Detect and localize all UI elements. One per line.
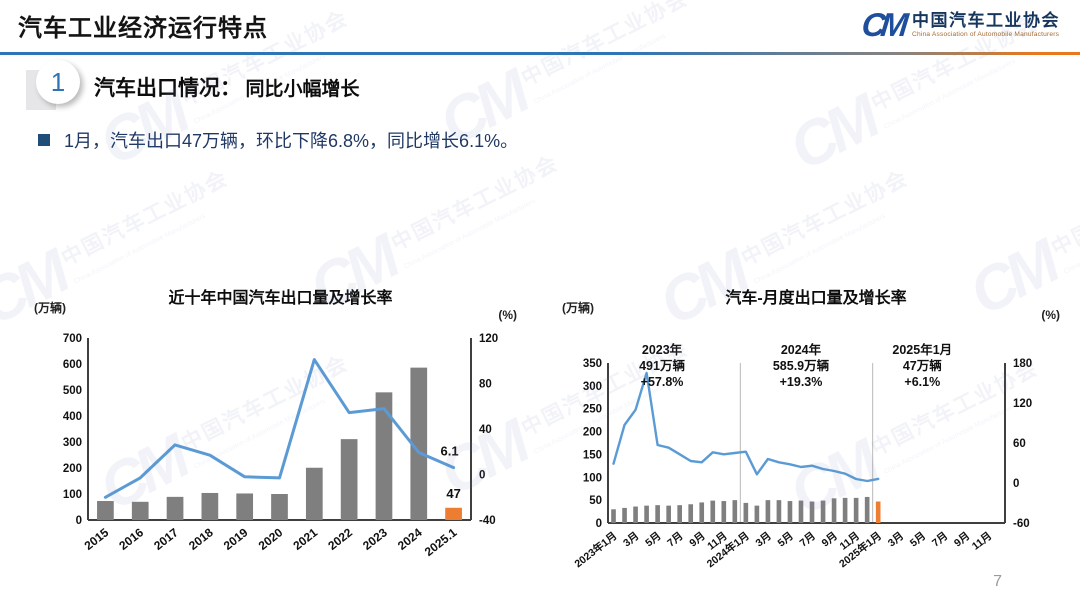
- annual-left-axis-unit: (万辆): [34, 301, 66, 315]
- monthly-right-axis-unit: (%): [1041, 308, 1060, 322]
- svg-text:2015: 2015: [82, 525, 112, 553]
- annual-right-axis-unit: (%): [498, 308, 517, 322]
- svg-text:9月: 9月: [952, 530, 972, 550]
- svg-text:9月: 9月: [687, 530, 707, 550]
- svg-text:350: 350: [583, 358, 602, 370]
- svg-text:47万辆: 47万辆: [903, 358, 942, 373]
- svg-text:47: 47: [446, 486, 460, 501]
- svg-text:40: 40: [479, 424, 492, 436]
- svg-text:120: 120: [479, 333, 498, 345]
- monthly-chart-title: 汽车-月度出口量及增长率: [725, 290, 907, 307]
- svg-text:5月: 5月: [643, 530, 663, 550]
- monthly-chart-header: (万辆) 汽车-月度出口量及增长率 (%): [556, 282, 1076, 322]
- svg-text:3月: 3月: [621, 530, 641, 550]
- svg-text:0: 0: [1013, 478, 1019, 490]
- bullet-text: 1月，汽车出口47万辆，环比下降6.8%，同比增长6.1%。: [64, 131, 519, 151]
- monthly-left-axis-unit: (万辆): [562, 301, 594, 315]
- svg-text:+6.1%: +6.1%: [904, 375, 940, 389]
- section-number: 1: [50, 66, 66, 97]
- svg-text:100: 100: [63, 489, 82, 501]
- svg-text:2022: 2022: [325, 525, 355, 553]
- svg-text:2023年: 2023年: [642, 342, 683, 357]
- caam-logo-mark-icon: CM: [859, 6, 905, 43]
- svg-text:0: 0: [596, 518, 602, 530]
- svg-text:700: 700: [63, 333, 82, 345]
- svg-text:2018: 2018: [186, 525, 216, 553]
- svg-text:250: 250: [583, 404, 602, 416]
- svg-text:2025.1: 2025.1: [422, 525, 460, 559]
- svg-text:2016: 2016: [116, 525, 146, 553]
- svg-text:80: 80: [479, 379, 492, 391]
- svg-text:2025年1月: 2025年1月: [892, 342, 952, 357]
- svg-text:2020: 2020: [256, 525, 286, 553]
- header-divider: [0, 52, 1080, 55]
- svg-text:2019: 2019: [221, 525, 251, 553]
- section-number-badge: 1: [26, 58, 86, 110]
- svg-text:-40: -40: [479, 515, 496, 527]
- svg-text:491万辆: 491万辆: [639, 358, 685, 373]
- bullet-icon: [38, 134, 50, 146]
- svg-text:300: 300: [583, 381, 602, 393]
- svg-text:180: 180: [1013, 358, 1032, 370]
- monthly-chart-plot: 0 50 100 150 200 250 300 350 -60 0 60 120 180 2023年1月…: [556, 322, 1076, 605]
- logo-name-cn: 中国汽车工业协会: [912, 11, 1060, 31]
- svg-text:-60: -60: [1013, 518, 1030, 530]
- svg-text:3月: 3月: [886, 530, 906, 550]
- svg-text:60: 60: [1013, 438, 1026, 450]
- svg-text:7月: 7月: [930, 530, 950, 550]
- bullet-row: 1月，汽车出口47万辆，环比下降6.8%，同比增长6.1%。: [38, 127, 518, 153]
- svg-text:5月: 5月: [908, 530, 928, 550]
- svg-text:+57.8%: +57.8%: [641, 375, 684, 389]
- annual-chart-title: 近十年中国汽车出口量及增长率: [168, 290, 393, 307]
- page-number: 7: [993, 573, 1002, 590]
- svg-text:2024: 2024: [395, 525, 425, 553]
- svg-text:585.9万辆: 585.9万辆: [773, 358, 830, 373]
- svg-text:100: 100: [583, 472, 602, 484]
- svg-text:200: 200: [583, 427, 602, 439]
- svg-text:3月: 3月: [753, 530, 773, 550]
- svg-text:2021: 2021: [291, 525, 321, 553]
- section-heading: 汽车出口情况：: [94, 77, 241, 100]
- svg-text:150: 150: [583, 449, 602, 461]
- annual-chart-header: (万辆) 近十年中国汽车出口量及增长率 (%): [28, 282, 533, 322]
- badge-circle: 1: [36, 60, 80, 104]
- svg-text:50: 50: [589, 495, 602, 507]
- svg-text:+19.3%: +19.3%: [780, 375, 823, 389]
- caam-logo: CM 中国汽车工业协会 China Association of Automob…: [859, 6, 1060, 43]
- svg-text:7月: 7月: [665, 530, 685, 550]
- svg-text:5月: 5月: [776, 530, 796, 550]
- page-title: 汽车工业经济运行特点: [18, 15, 268, 42]
- section-heading-sub: 同比小幅增长: [245, 79, 360, 100]
- caam-logo-text: 中国汽车工业协会 China Association of Automobile…: [912, 11, 1060, 38]
- annual-chart-plot: 0 100 200 300 400 500 600 700 -40 0 40 80 120 2015 201…: [28, 322, 533, 605]
- svg-text:2023年1月: 2023年1月: [572, 529, 620, 570]
- svg-text:2023: 2023: [360, 525, 390, 553]
- svg-text:2024年: 2024年: [781, 342, 822, 357]
- monthly-export-chart: (万辆) 汽车-月度出口量及增长率 (%) 0 50 100 150 200 250 300…: [556, 282, 1076, 600]
- svg-text:0: 0: [479, 470, 485, 482]
- svg-text:300: 300: [63, 437, 82, 449]
- svg-text:9月: 9月: [820, 530, 840, 550]
- svg-text:7月: 7月: [798, 530, 818, 550]
- svg-text:0: 0: [76, 515, 82, 527]
- svg-text:6.1: 6.1: [441, 444, 459, 459]
- svg-text:120: 120: [1013, 398, 1032, 410]
- svg-text:2017: 2017: [151, 525, 181, 553]
- section-title: 汽车出口情况： 同比小幅增长: [94, 72, 359, 102]
- logo-name-en: China Association of Automobile Manufact…: [912, 30, 1060, 38]
- svg-text:600: 600: [63, 359, 82, 371]
- annual-export-chart: (万辆) 近十年中国汽车出口量及增长率 (%) 0 100 200 300 400 500…: [28, 282, 533, 600]
- svg-text:200: 200: [63, 463, 82, 475]
- svg-text:11月: 11月: [970, 530, 994, 553]
- svg-text:400: 400: [63, 411, 82, 423]
- svg-text:500: 500: [63, 385, 82, 397]
